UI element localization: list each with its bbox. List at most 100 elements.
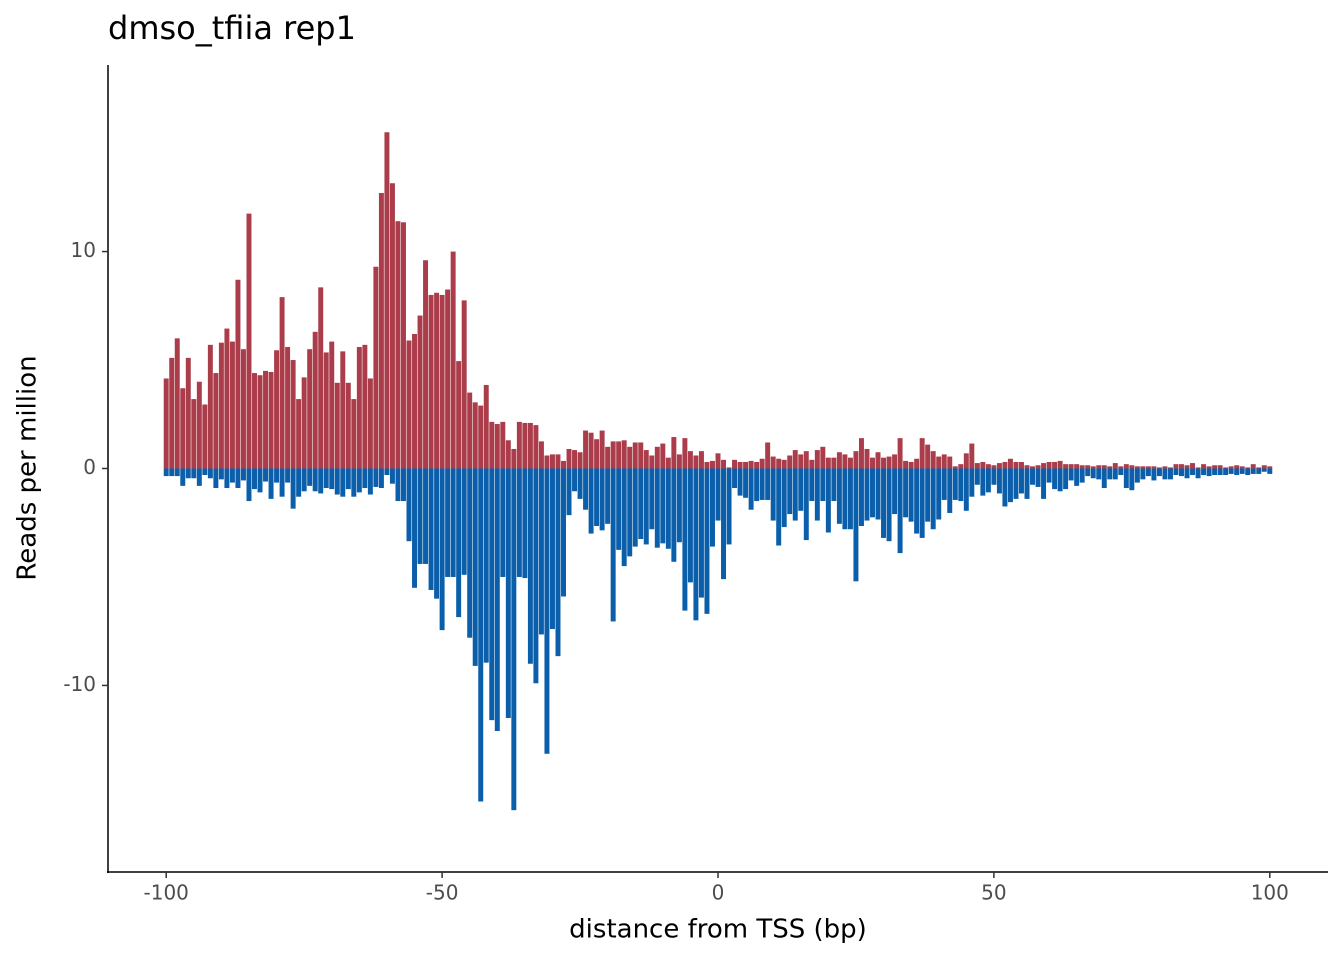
bar (229, 468, 235, 483)
x-tick-label: -100 (144, 881, 189, 905)
bar (1041, 468, 1047, 499)
bar (1085, 465, 1091, 469)
bar (207, 344, 213, 469)
bar (925, 444, 931, 469)
bar (561, 468, 566, 597)
bar (732, 459, 738, 469)
bar (1167, 468, 1173, 480)
bar (605, 446, 611, 469)
bar (974, 468, 980, 485)
bar (864, 468, 870, 521)
bar (616, 468, 622, 550)
bar (936, 468, 942, 520)
bar (743, 468, 749, 498)
bar (285, 468, 291, 483)
bar (345, 382, 351, 469)
bar (925, 468, 931, 522)
bar (1261, 465, 1267, 469)
bar (1096, 468, 1102, 480)
bar (897, 438, 903, 469)
bar (958, 464, 964, 469)
bar (941, 468, 947, 500)
chart-title: dmso_tfiia rep1 (108, 9, 356, 47)
bar (467, 468, 473, 638)
bar (1190, 463, 1196, 469)
bar (1140, 468, 1146, 480)
bar (941, 454, 947, 469)
bar (952, 466, 958, 469)
bar (318, 287, 324, 469)
bar (367, 468, 373, 495)
bar (599, 468, 605, 531)
bar (274, 468, 280, 483)
bar (456, 361, 462, 469)
bar (478, 468, 484, 802)
bar (566, 468, 572, 516)
bar (1013, 461, 1019, 469)
bar (1057, 468, 1063, 492)
bar (853, 451, 859, 469)
bar (296, 399, 302, 469)
bar (229, 341, 235, 469)
bar (323, 468, 329, 489)
bar (312, 331, 318, 469)
bar (1167, 467, 1173, 469)
bar (483, 468, 489, 663)
bar (268, 371, 274, 469)
bar (456, 468, 462, 618)
bar (996, 468, 1002, 494)
bar (1030, 468, 1036, 485)
bar (605, 468, 611, 524)
bar (1179, 464, 1184, 469)
bar (389, 183, 395, 469)
bar (1024, 468, 1030, 499)
bar (1018, 468, 1024, 494)
bar (461, 300, 467, 469)
bar (389, 468, 395, 484)
bar (687, 468, 693, 583)
bar (533, 468, 539, 684)
bar (616, 441, 622, 469)
bar (1156, 468, 1162, 477)
bar (1123, 468, 1129, 489)
bar (268, 468, 274, 499)
bar (1052, 468, 1058, 490)
bar (892, 468, 898, 515)
bar (908, 461, 914, 469)
bar (1162, 468, 1168, 480)
bar (351, 468, 357, 497)
bar (1140, 466, 1146, 469)
bar (715, 468, 721, 521)
bar (169, 468, 175, 477)
bar (516, 468, 522, 577)
bar (1184, 468, 1190, 479)
bar (439, 294, 445, 469)
bar (831, 468, 837, 502)
bar (627, 468, 633, 557)
bar (279, 468, 285, 497)
bar (373, 266, 379, 469)
bar (721, 459, 727, 469)
bar (301, 377, 307, 469)
bar (842, 468, 848, 530)
bar (930, 468, 936, 530)
bar (307, 349, 313, 469)
bar (1046, 461, 1052, 469)
bar (588, 468, 594, 534)
bar (274, 350, 280, 469)
bar (759, 468, 765, 500)
bar (240, 349, 246, 469)
bar (549, 468, 555, 630)
bar (218, 342, 224, 469)
bar (362, 344, 368, 469)
bar (434, 292, 440, 469)
bar (621, 468, 627, 567)
bar (627, 446, 633, 469)
bar (218, 468, 224, 480)
bar (318, 468, 324, 494)
bar (577, 468, 583, 499)
bar (378, 468, 384, 489)
bar (224, 468, 230, 489)
bar (500, 468, 506, 577)
bar (897, 468, 903, 554)
